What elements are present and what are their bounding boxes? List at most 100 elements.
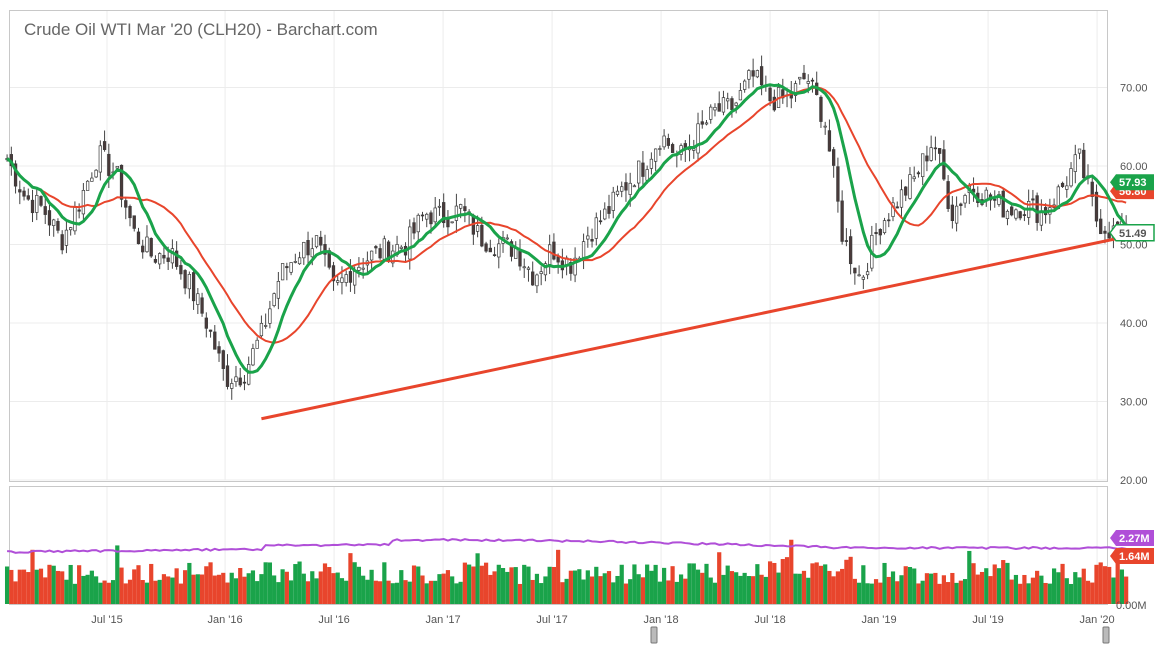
volume-bar bbox=[767, 561, 773, 604]
svg-text:57.93: 57.93 bbox=[1119, 177, 1147, 189]
volume-bar bbox=[399, 570, 404, 604]
volume-bar bbox=[975, 574, 980, 604]
candle-body bbox=[806, 81, 810, 84]
scroll-handle-right[interactable] bbox=[1102, 626, 1110, 644]
volume-bar bbox=[517, 583, 523, 604]
volume-bar bbox=[505, 571, 510, 604]
volume-bar bbox=[445, 570, 451, 604]
candle-body bbox=[458, 204, 463, 209]
volume-bar bbox=[818, 565, 824, 604]
candle-body bbox=[700, 121, 704, 125]
candle-body bbox=[128, 206, 132, 219]
candle-body bbox=[637, 160, 641, 184]
volume-bar bbox=[110, 580, 116, 604]
volume-bar bbox=[212, 575, 217, 604]
volume-bar bbox=[916, 583, 921, 604]
volume-bar bbox=[1073, 572, 1078, 604]
candle-body bbox=[289, 262, 293, 273]
candle-body bbox=[47, 210, 52, 226]
volume-bar bbox=[344, 580, 349, 604]
candle-body bbox=[954, 205, 959, 224]
volume-bar bbox=[835, 571, 841, 604]
candle-body bbox=[26, 195, 30, 200]
candle-body bbox=[692, 148, 696, 151]
volume-bar bbox=[1018, 583, 1023, 604]
price-tick-label: 70.00 bbox=[1120, 83, 1148, 95]
volume-bar bbox=[174, 568, 179, 604]
volume-bar bbox=[924, 573, 930, 604]
volume-bar bbox=[314, 578, 319, 604]
volume-bar bbox=[1060, 563, 1065, 604]
candle-body bbox=[649, 158, 654, 169]
candle-body bbox=[437, 205, 442, 208]
volume-bar bbox=[102, 580, 107, 604]
candle-body bbox=[136, 231, 141, 245]
volume-bar bbox=[81, 575, 86, 604]
volume-bar bbox=[382, 562, 387, 604]
candle-body bbox=[35, 194, 39, 213]
volume-bar bbox=[462, 562, 467, 604]
volume-bar bbox=[784, 557, 790, 604]
candle-body bbox=[759, 66, 764, 86]
candle-body bbox=[293, 261, 297, 263]
candle-body bbox=[709, 106, 713, 120]
volume-bar bbox=[801, 570, 807, 604]
candle-body bbox=[696, 123, 700, 154]
volume-bar bbox=[310, 571, 315, 604]
candle-body bbox=[429, 212, 433, 225]
candle-body bbox=[603, 208, 607, 220]
volume-bar bbox=[789, 539, 794, 604]
candle-body bbox=[234, 376, 238, 382]
candle-body bbox=[149, 238, 153, 257]
volume-bar bbox=[971, 563, 976, 604]
volume-bar bbox=[284, 571, 289, 604]
volume-bar bbox=[810, 563, 815, 604]
time-axis: Jul '15 Jan '16 Jul '16 Jan '17 Jul '17 Jan '… bbox=[91, 614, 1114, 626]
candle-body bbox=[1001, 190, 1005, 218]
volume-bar bbox=[954, 582, 959, 604]
trendline bbox=[261, 235, 1127, 421]
volume-bar bbox=[890, 571, 896, 604]
volume-bar bbox=[1030, 577, 1035, 604]
volume-bar bbox=[475, 553, 480, 604]
candle-body bbox=[819, 96, 823, 122]
scroll-handle-left[interactable] bbox=[650, 626, 658, 644]
volume-bar bbox=[895, 581, 900, 604]
volume-bar bbox=[772, 562, 777, 604]
volume-bar bbox=[263, 562, 268, 604]
volume-bar bbox=[246, 573, 251, 604]
candle-body bbox=[1065, 185, 1069, 190]
volume-bar bbox=[433, 580, 438, 604]
volume-bar bbox=[153, 580, 158, 604]
volume-bar bbox=[348, 553, 353, 604]
candle-body bbox=[1082, 149, 1086, 179]
candle-body bbox=[539, 271, 543, 274]
candle-body bbox=[840, 200, 844, 242]
volume-bar bbox=[886, 576, 891, 604]
time-tick-label: Jul '15 bbox=[91, 614, 122, 626]
candle-body bbox=[369, 250, 374, 261]
volume-bar bbox=[161, 574, 167, 604]
volume-bar bbox=[1094, 564, 1099, 604]
volume-bar bbox=[38, 568, 44, 604]
candle-body bbox=[1031, 198, 1035, 201]
candle-body bbox=[509, 241, 514, 257]
volume-bar bbox=[85, 574, 90, 604]
candle-body bbox=[747, 70, 751, 80]
time-tick-label: Jul '17 bbox=[536, 614, 567, 626]
volume-bar bbox=[589, 576, 595, 604]
candle-body bbox=[331, 265, 336, 282]
candle-body bbox=[463, 206, 467, 211]
candle-body bbox=[264, 325, 268, 327]
candle-body bbox=[162, 254, 166, 259]
volume-bar bbox=[594, 566, 599, 604]
volume-bar bbox=[721, 574, 726, 604]
volume-pane bbox=[9, 486, 1108, 605]
candle-body bbox=[653, 148, 658, 162]
volume-bar bbox=[378, 581, 383, 604]
candle-body bbox=[882, 220, 887, 234]
candle-body bbox=[357, 266, 361, 271]
candle-body bbox=[522, 266, 526, 269]
price-axis: 70.00 60.00 50.00 40.00 30.00 20.00 bbox=[1120, 83, 1148, 488]
